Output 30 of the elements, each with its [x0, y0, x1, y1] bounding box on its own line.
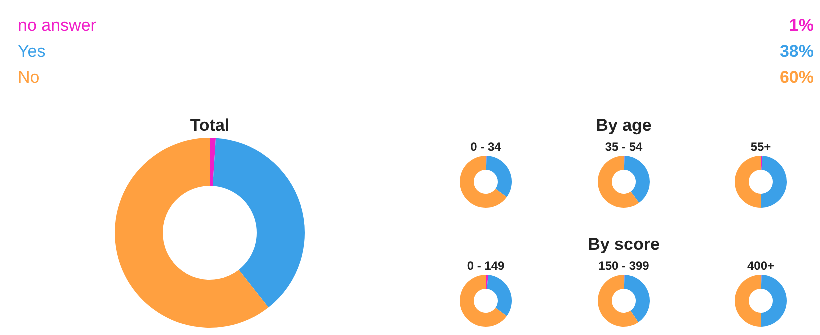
donut-slice: [460, 275, 508, 327]
chart-title: Total: [190, 116, 230, 135]
text: 38%: [780, 42, 814, 61]
chart-title: 150 - 399: [598, 259, 650, 273]
text: 1%: [789, 16, 814, 35]
text: no answer: [18, 16, 97, 35]
donut-slice: [761, 156, 787, 208]
text: By score: [588, 235, 660, 254]
text: By age: [596, 116, 652, 135]
donut-slice: [761, 275, 787, 327]
donut-slice: [624, 275, 650, 323]
chart-title: 55+: [750, 140, 772, 154]
text: No: [18, 68, 40, 87]
donut-slice: [735, 156, 761, 208]
text: Yes: [18, 42, 46, 61]
donut-slice: [598, 275, 639, 327]
donut-slice: [460, 156, 508, 208]
donut-slice: [210, 138, 216, 186]
donut-slice: [735, 275, 761, 327]
donut-slice: [212, 138, 305, 308]
donut-slice: [598, 156, 640, 208]
donut-slice: [487, 275, 512, 316]
chart-title: 400+: [747, 259, 775, 273]
chart-title: 0 - 149: [467, 259, 506, 273]
donut-slice: [486, 156, 512, 198]
chart-title: 0 - 34: [470, 140, 502, 154]
donut-slice: [624, 156, 650, 204]
text: 60%: [780, 68, 814, 87]
donut-slice: [115, 138, 269, 328]
chart-title: 35 - 54: [605, 140, 644, 154]
